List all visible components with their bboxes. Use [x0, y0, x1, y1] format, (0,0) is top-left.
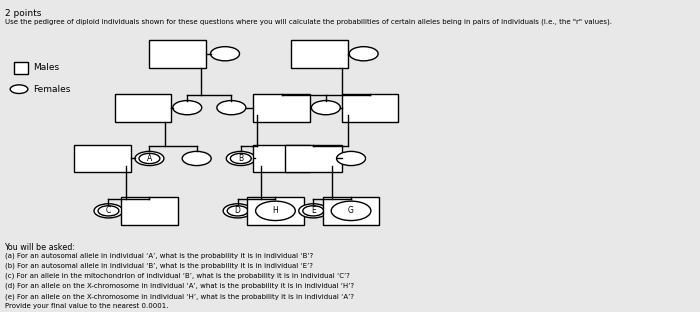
Circle shape [211, 47, 239, 61]
Circle shape [173, 100, 202, 115]
Text: D: D [234, 206, 241, 215]
FancyBboxPatch shape [121, 197, 178, 225]
FancyBboxPatch shape [149, 40, 206, 68]
Text: C: C [106, 206, 111, 215]
Text: Use the pedigree of diploid individuals shown for these questions where you will: Use the pedigree of diploid individuals … [4, 18, 612, 25]
FancyBboxPatch shape [253, 94, 310, 121]
Text: (e) For an allele on the X-chromosome in individual ‘H’, what is the probability: (e) For an allele on the X-chromosome in… [4, 293, 354, 300]
Text: B: B [238, 154, 244, 163]
Text: E: E [311, 206, 316, 215]
Circle shape [349, 47, 378, 61]
Text: You will be asked:: You will be asked: [4, 243, 76, 252]
Text: H: H [272, 206, 279, 215]
FancyBboxPatch shape [74, 145, 130, 172]
Circle shape [337, 151, 365, 166]
FancyBboxPatch shape [247, 197, 304, 225]
Circle shape [299, 204, 328, 218]
Text: Provide your final value to the nearest 0.0001.: Provide your final value to the nearest … [4, 303, 168, 309]
Text: Males: Males [33, 63, 59, 72]
Circle shape [182, 151, 211, 166]
FancyBboxPatch shape [285, 145, 342, 172]
Text: 2 points: 2 points [4, 9, 41, 18]
FancyBboxPatch shape [323, 197, 379, 225]
Text: (d) For an allele on the X-chromosome in individual ‘A’, what is the probability: (d) For an allele on the X-chromosome in… [4, 283, 354, 290]
Text: Females: Females [33, 85, 70, 94]
Text: (a) For an autosomal allele in individual ‘A’, what is the probability it is in : (a) For an autosomal allele in individua… [4, 252, 313, 259]
FancyBboxPatch shape [253, 145, 310, 172]
Text: A: A [147, 154, 152, 163]
Circle shape [94, 204, 123, 218]
Circle shape [217, 100, 246, 115]
Text: (c) For an allele in the mitochondrion of individual ‘B’, what is the probabilit: (c) For an allele in the mitochondrion o… [4, 273, 349, 279]
Circle shape [135, 151, 164, 166]
FancyBboxPatch shape [14, 62, 28, 74]
FancyBboxPatch shape [115, 94, 172, 121]
FancyBboxPatch shape [291, 40, 348, 68]
FancyBboxPatch shape [342, 94, 398, 121]
Circle shape [312, 100, 340, 115]
Text: G: G [348, 206, 354, 215]
Circle shape [226, 151, 255, 166]
Text: (b) For an autosomal allele in individual ‘B’, what is the probability it is in : (b) For an autosomal allele in individua… [4, 263, 312, 269]
Circle shape [10, 85, 28, 94]
Circle shape [223, 204, 252, 218]
